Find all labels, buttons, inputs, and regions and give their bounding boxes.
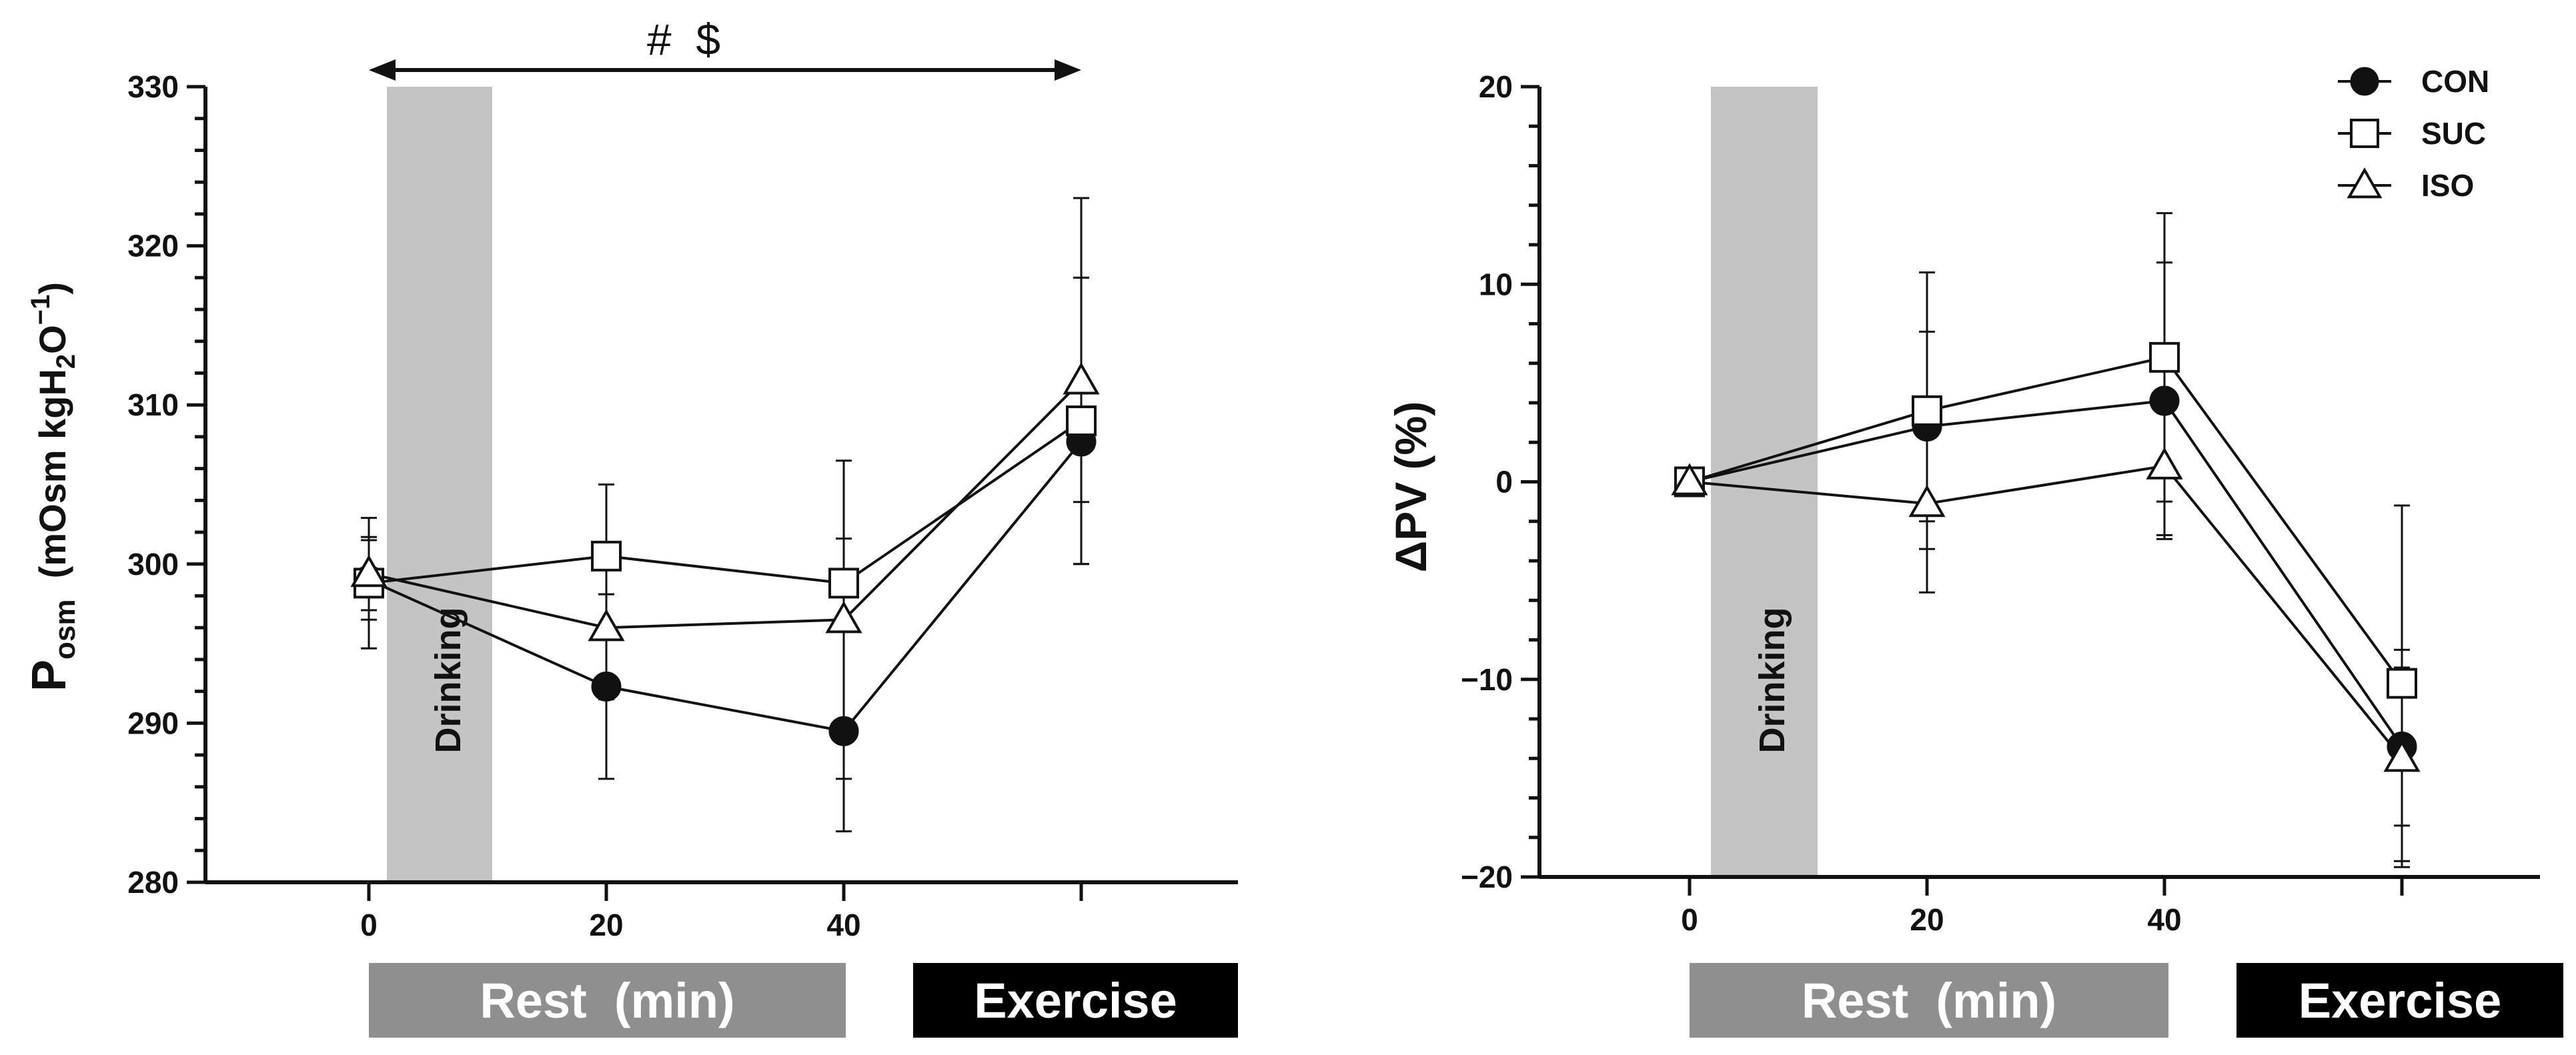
legend-marker <box>2350 67 2379 96</box>
data-point <box>591 540 622 572</box>
data-point <box>825 601 862 634</box>
y-tick-label: 10 <box>1479 267 1513 301</box>
data-point <box>2149 341 2180 373</box>
x-tick-label: 20 <box>1910 902 1944 937</box>
y-axis-label-part: O <box>31 325 73 354</box>
x-tick-label: 40 <box>826 908 860 942</box>
series-line <box>368 379 1083 630</box>
exercise-box <box>2236 963 2563 1038</box>
rest-label: Rest (min) <box>1802 973 2056 1028</box>
exercise-label: Exercise <box>974 973 1177 1028</box>
data-point <box>591 672 622 702</box>
panel-1: Drinking 280 290 300 310 320 330 0 20 40 Rest (min… <box>23 15 1238 1038</box>
drinking-band <box>387 87 492 882</box>
legend: CON SUC ISO <box>2338 64 2489 203</box>
exercise-label: Exercise <box>2299 973 2502 1028</box>
drinking-band <box>1711 87 1818 877</box>
series-line <box>1689 355 2403 684</box>
y-tick-label: 20 <box>1479 69 1513 104</box>
markers-iso <box>1671 447 2421 772</box>
series-line <box>368 440 1083 733</box>
y-tick-label: −20 <box>1461 860 1513 894</box>
x-tick-label: 0 <box>1681 902 1698 937</box>
data-point <box>1671 463 1708 495</box>
arrow-head-right <box>1055 59 1081 81</box>
y-axis-label-part: osm <box>49 599 81 659</box>
exercise-box <box>913 963 1238 1038</box>
series-line <box>1689 464 2403 760</box>
y-tick-label: 280 <box>127 865 179 900</box>
significance-symbols: # $ <box>647 15 720 64</box>
y-axis-label-part: −1 <box>26 295 55 325</box>
y-tick-label: 330 <box>127 69 179 104</box>
arrow-head-left <box>369 59 396 81</box>
x-tick-label: 40 <box>2147 902 2181 937</box>
legend-marker <box>2350 119 2379 148</box>
data-point <box>350 554 388 588</box>
y-axis-label-part: P <box>23 660 76 692</box>
legend-label: SUC <box>2421 116 2486 151</box>
panel-2: Drinking −20 −10 0 10 20 0 20 40 Rest (min) Exerci… <box>1386 64 2563 1038</box>
y-tick-label: 0 <box>1495 465 1513 499</box>
data-point <box>2149 385 2180 416</box>
legend-label: ISO <box>2421 168 2474 203</box>
rest-label: Rest (min) <box>480 973 734 1028</box>
data-point <box>828 568 859 599</box>
y-axis-label-part: ) <box>31 282 73 295</box>
data-point <box>828 716 859 746</box>
legend-label: CON <box>2421 64 2489 99</box>
drinking-label: Drinking <box>1752 607 1792 753</box>
x-tick-label: 0 <box>360 908 378 942</box>
rest-box <box>1690 963 2168 1038</box>
y-tick-label: 300 <box>127 547 179 582</box>
rest-box <box>369 963 846 1038</box>
data-point <box>2383 740 2421 772</box>
legend-marker <box>2347 167 2383 199</box>
y-axis-label: Posm (mOsm kgH2O−1) <box>23 282 81 692</box>
y-tick-label: 320 <box>127 229 179 263</box>
y-tick-label: −10 <box>1461 662 1513 697</box>
x-tick-label: 20 <box>589 908 623 942</box>
y-axis-label-part: (mOsm kgH <box>31 369 73 599</box>
y-axis-label-part: 2 <box>51 354 81 369</box>
data-point <box>2387 668 2417 699</box>
series-line <box>1689 399 2403 748</box>
data-point <box>1063 362 1100 395</box>
drinking-label: Drinking <box>428 607 468 753</box>
data-point <box>1912 395 1942 426</box>
data-point <box>588 609 625 642</box>
y-tick-label: 310 <box>127 387 179 422</box>
y-tick-label: 290 <box>127 706 179 740</box>
markers-iso <box>350 362 1100 642</box>
data-point <box>1908 484 1946 517</box>
data-point <box>1066 405 1097 437</box>
data-point <box>2146 447 2183 479</box>
y-axis-label: ΔPV (%) <box>1386 401 1435 572</box>
